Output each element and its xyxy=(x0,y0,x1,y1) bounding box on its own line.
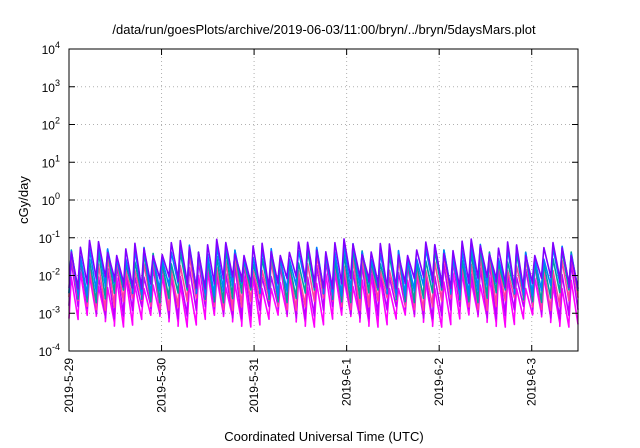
chart-title: /data/run/goesPlots/archive/2019-06-03/1… xyxy=(112,22,536,37)
y-tick-label: 10-2 xyxy=(39,267,60,284)
x-tick-label: 2019-5-29 xyxy=(62,358,76,413)
y-tick-label: 104 xyxy=(42,40,60,57)
y-tick-label: 10-1 xyxy=(39,229,60,246)
y-tick-label: 100 xyxy=(42,191,60,208)
series-group xyxy=(68,238,579,328)
x-tick-label: 2019-5-30 xyxy=(155,358,169,413)
y-tick-label: 10-4 xyxy=(39,342,60,359)
series-line xyxy=(68,271,579,328)
y-tick-labels: 10-4 10-3 10-2 10-1 100 101 102 103 104 xyxy=(39,40,60,359)
series-line xyxy=(68,238,579,290)
x-tick-label: 2019-6-1 xyxy=(340,358,354,406)
x-tick-label: 2019-5-31 xyxy=(247,358,261,413)
y-tick-label: 103 xyxy=(42,78,60,95)
x-tick-labels: 2019-5-29 2019-5-30 2019-5-31 2019-6-1 2019-… xyxy=(62,358,539,413)
y-tick-label: 101 xyxy=(42,153,60,170)
x-axis-label: Coordinated Universal Time (UTC) xyxy=(224,429,423,444)
y-axis-label: cGy/day xyxy=(16,176,31,224)
y-tick-label: 10-3 xyxy=(39,304,60,321)
y-tick-label: 102 xyxy=(42,116,60,133)
x-tick-label: 2019-6-3 xyxy=(525,358,539,406)
ticks xyxy=(68,48,578,352)
x-tick-label: 2019-6-2 xyxy=(432,358,446,406)
